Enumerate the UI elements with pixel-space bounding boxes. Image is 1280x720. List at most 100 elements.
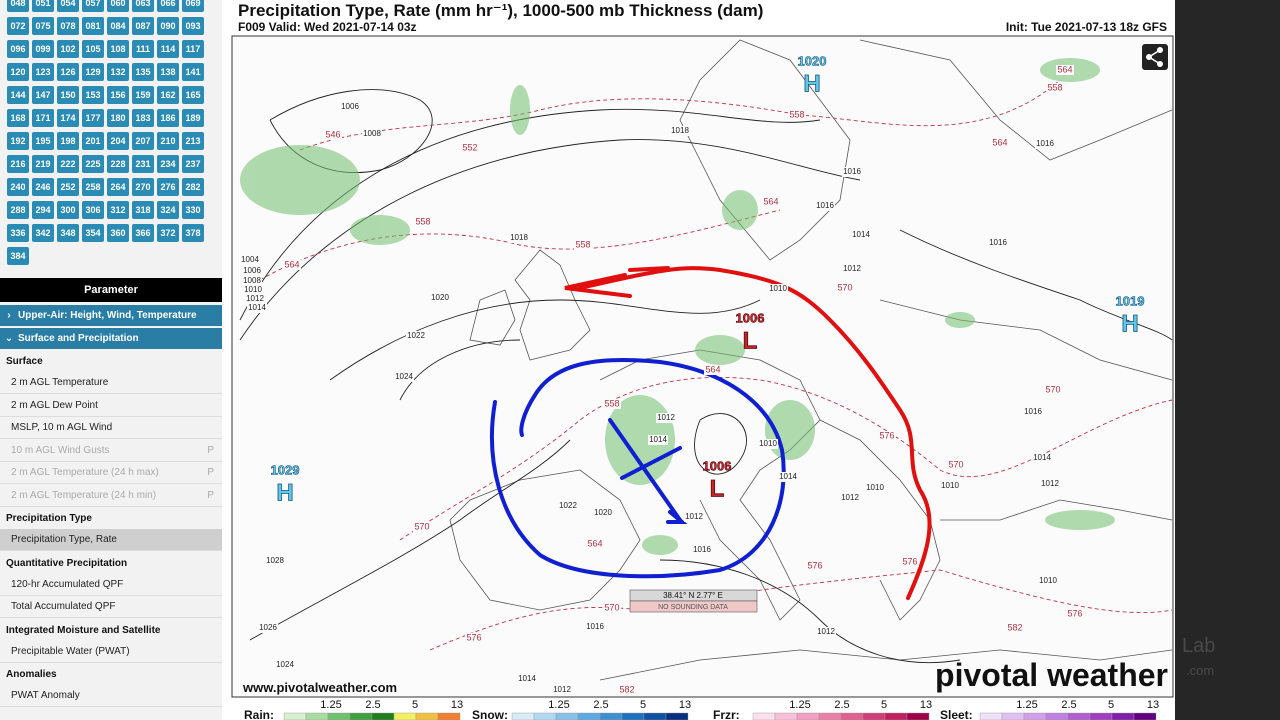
forecast-hour-button[interactable]: 342 xyxy=(32,224,54,242)
forecast-hour-button[interactable]: 348 xyxy=(57,224,79,242)
forecast-hour-button[interactable]: 324 xyxy=(157,201,179,219)
forecast-hour-button[interactable]: 216 xyxy=(7,155,29,173)
parameter-item[interactable]: MSLP, 10 m AGL Wind xyxy=(0,417,222,439)
parameter-item[interactable]: 120-hr Accumulated QPF xyxy=(0,574,222,596)
forecast-hour-button[interactable]: 231 xyxy=(132,155,154,173)
forecast-hour-button[interactable]: 168 xyxy=(7,109,29,127)
forecast-hour-button[interactable]: 120 xyxy=(7,63,29,81)
forecast-hour-button[interactable]: 318 xyxy=(132,201,154,219)
forecast-hour-button[interactable]: 276 xyxy=(157,178,179,196)
forecast-hour-button[interactable]: 069 xyxy=(182,0,204,12)
forecast-hour-button[interactable]: 150 xyxy=(57,86,79,104)
forecast-hour-button[interactable]: 372 xyxy=(157,224,179,242)
forecast-hour-button[interactable]: 162 xyxy=(157,86,179,104)
forecast-hour-button[interactable]: 213 xyxy=(182,132,204,150)
forecast-hour-button[interactable]: 186 xyxy=(157,109,179,127)
forecast-hour-button[interactable]: 114 xyxy=(157,40,179,58)
forecast-hour-button[interactable]: 282 xyxy=(182,178,204,196)
forecast-hour-button[interactable]: 330 xyxy=(182,201,204,219)
forecast-hour-button[interactable]: 237 xyxy=(182,155,204,173)
forecast-hour-button[interactable]: 207 xyxy=(132,132,154,150)
forecast-hour-button[interactable]: 306 xyxy=(82,201,104,219)
forecast-hour-button[interactable]: 210 xyxy=(157,132,179,150)
parameter-item[interactable]: Total Accumulated QPF xyxy=(0,596,222,618)
forecast-hour-button[interactable]: 081 xyxy=(82,17,104,35)
forecast-hour-button[interactable]: 258 xyxy=(82,178,104,196)
forecast-hour-button[interactable]: 312 xyxy=(107,201,129,219)
forecast-hour-button[interactable]: 228 xyxy=(107,155,129,173)
forecast-hour-button[interactable]: 336 xyxy=(7,224,29,242)
forecast-hour-button[interactable]: 222 xyxy=(57,155,79,173)
forecast-hour-button[interactable]: 189 xyxy=(182,109,204,127)
forecast-hour-button[interactable]: 366 xyxy=(132,224,154,242)
forecast-hour-button[interactable]: 174 xyxy=(57,109,79,127)
forecast-hour-button[interactable]: 105 xyxy=(82,40,104,58)
forecast-hour-button[interactable]: 084 xyxy=(107,17,129,35)
forecast-hour-button[interactable]: 090 xyxy=(157,17,179,35)
forecast-hour-button[interactable]: 240 xyxy=(7,178,29,196)
category-toggle[interactable]: ⌄ Surface and Precipitation xyxy=(0,328,222,349)
forecast-hour-button[interactable]: 138 xyxy=(157,63,179,81)
forecast-hour-button[interactable]: 183 xyxy=(132,109,154,127)
forecast-hour-button[interactable]: 141 xyxy=(182,63,204,81)
forecast-hour-button[interactable]: 054 xyxy=(57,0,79,12)
parameter-item[interactable]: Precipitable Water (PWAT) xyxy=(0,641,222,663)
forecast-hour-button[interactable]: 075 xyxy=(32,17,54,35)
forecast-hour-button[interactable]: 135 xyxy=(132,63,154,81)
forecast-hour-button[interactable]: 096 xyxy=(7,40,29,58)
forecast-hour-button[interactable]: 072 xyxy=(7,17,29,35)
forecast-hour-button[interactable]: 147 xyxy=(32,86,54,104)
forecast-hour-button[interactable]: 300 xyxy=(57,201,79,219)
forecast-hour-button[interactable]: 078 xyxy=(57,17,79,35)
parameter-item[interactable]: 2 m AGL Temperature xyxy=(0,372,222,394)
forecast-hour-button[interactable]: 048 xyxy=(7,0,29,12)
parameter-item[interactable]: 2 m AGL Dew Point xyxy=(0,395,222,417)
parameter-item[interactable]: PWAT Anomaly xyxy=(0,685,222,707)
forecast-hour-button[interactable]: 066 xyxy=(157,0,179,12)
forecast-hour-button[interactable]: 378 xyxy=(182,224,204,242)
forecast-hour-button[interactable]: 144 xyxy=(7,86,29,104)
forecast-hour-button[interactable]: 177 xyxy=(82,109,104,127)
forecast-hour-button[interactable]: 051 xyxy=(32,0,54,12)
forecast-hour-button[interactable]: 117 xyxy=(182,40,204,58)
forecast-hour-button[interactable]: 201 xyxy=(82,132,104,150)
forecast-hour-button[interactable]: 099 xyxy=(32,40,54,58)
forecast-hour-button[interactable]: 198 xyxy=(57,132,79,150)
forecast-hour-button[interactable]: 225 xyxy=(82,155,104,173)
forecast-hour-button[interactable]: 129 xyxy=(82,63,104,81)
forecast-hour-button[interactable]: 246 xyxy=(32,178,54,196)
forecast-hour-button[interactable]: 195 xyxy=(32,132,54,150)
forecast-hour-button[interactable]: 108 xyxy=(107,40,129,58)
forecast-hour-button[interactable]: 153 xyxy=(82,86,104,104)
forecast-hour-button[interactable]: 264 xyxy=(107,178,129,196)
forecast-hour-button[interactable]: 093 xyxy=(182,17,204,35)
forecast-hour-button[interactable]: 219 xyxy=(32,155,54,173)
forecast-hour-button[interactable]: 180 xyxy=(107,109,129,127)
forecast-hour-button[interactable]: 060 xyxy=(107,0,129,12)
forecast-hour-button[interactable]: 252 xyxy=(57,178,79,196)
forecast-hour-button[interactable]: 288 xyxy=(7,201,29,219)
category-toggle[interactable]: › Upper-Air: Height, Wind, Temperature xyxy=(0,305,222,326)
forecast-hour-button[interactable]: 204 xyxy=(107,132,129,150)
forecast-hour-button[interactable]: 165 xyxy=(182,86,204,104)
forecast-hour-button[interactable]: 384 xyxy=(7,247,29,265)
forecast-hour-button[interactable]: 360 xyxy=(107,224,129,242)
forecast-hour-button[interactable]: 132 xyxy=(107,63,129,81)
forecast-hour-button[interactable]: 102 xyxy=(57,40,79,58)
forecast-hour-button[interactable]: 234 xyxy=(157,155,179,173)
forecast-hour-button[interactable]: 159 xyxy=(132,86,154,104)
forecast-hour-button[interactable]: 123 xyxy=(32,63,54,81)
forecast-hour-button[interactable]: 171 xyxy=(32,109,54,127)
forecast-hour-button[interactable]: 192 xyxy=(7,132,29,150)
forecast-hour-button[interactable]: 354 xyxy=(82,224,104,242)
forecast-hour-button[interactable]: 063 xyxy=(132,0,154,12)
forecast-hour-button[interactable]: 270 xyxy=(132,178,154,196)
share-button[interactable] xyxy=(1142,44,1168,70)
parameter-item[interactable]: Precipitation Type, Rate xyxy=(0,529,222,551)
forecast-hour-button[interactable]: 057 xyxy=(82,0,104,12)
forecast-hour-button[interactable]: 156 xyxy=(107,86,129,104)
forecast-hour-button[interactable]: 294 xyxy=(32,201,54,219)
forecast-hour-button[interactable]: 126 xyxy=(57,63,79,81)
forecast-hour-button[interactable]: 087 xyxy=(132,17,154,35)
forecast-hour-button[interactable]: 111 xyxy=(132,40,154,58)
